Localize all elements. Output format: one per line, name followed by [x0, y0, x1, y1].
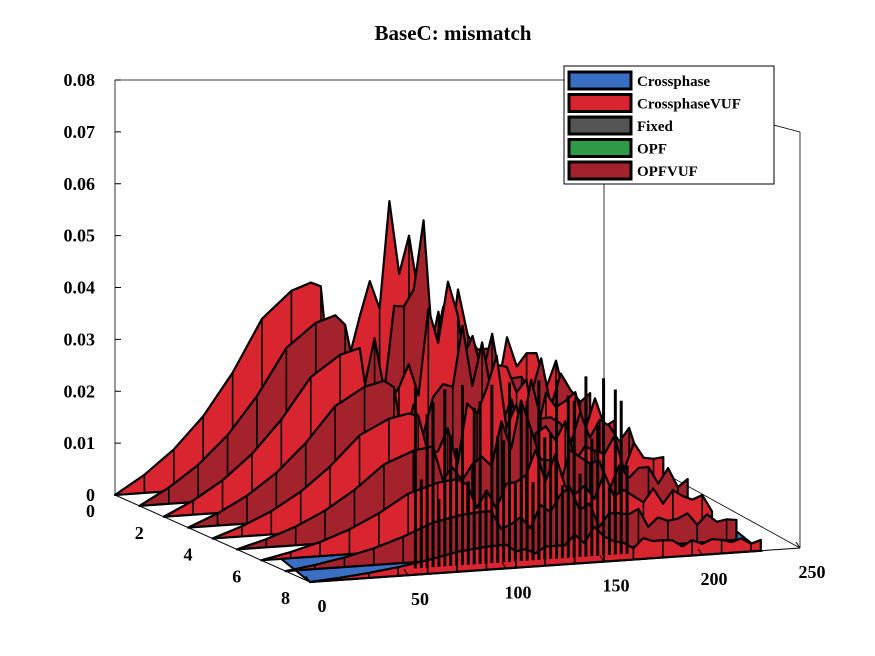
axis-lines — [114, 494, 801, 583]
legend-swatch — [567, 115, 633, 136]
x-tick-label: 0 — [86, 501, 95, 521]
x-tick-label: 2 — [135, 523, 144, 543]
legend-label: Crossphase — [637, 74, 710, 90]
y-tick-label: 100 — [505, 582, 532, 602]
y-tick-label: 250 — [799, 562, 826, 582]
legend-swatch — [567, 70, 633, 91]
z-tick-label: 0.05 — [64, 226, 96, 246]
x-tick-label: 6 — [232, 566, 241, 586]
z-tick-label: 0.03 — [64, 329, 96, 349]
y-tick-label: 150 — [603, 576, 630, 596]
legend-label: OPF — [637, 142, 667, 158]
legend-label: Fixed — [637, 119, 673, 135]
x-tick-label: 8 — [281, 588, 290, 608]
z-tick-label: 0.08 — [64, 70, 96, 90]
surface-mesh — [113, 200, 764, 584]
legend-label: CrossphaseVUF — [637, 97, 741, 113]
y-tick-mark — [599, 555, 605, 562]
y-tick-mark — [795, 541, 801, 549]
legend-swatch — [567, 160, 633, 181]
y-tick-label: 50 — [411, 589, 429, 609]
legend: Crossphase CrossphaseVUF Fixed OPF OPFVUF — [563, 65, 775, 185]
legend-swatch — [567, 93, 633, 113]
z-tick-label: 0.04 — [64, 278, 96, 298]
y-tick-mark — [403, 568, 409, 576]
z-tick-label: 0.06 — [64, 174, 96, 194]
legend-label: OPFVUF — [637, 164, 698, 180]
y-tick-mark — [501, 562, 507, 569]
chart-title: BaseC: mismatch — [375, 21, 532, 45]
z-tick-label: 0.01 — [64, 433, 96, 453]
y-tick-mark — [305, 575, 311, 583]
z-tick-label: 0.07 — [64, 122, 96, 142]
y-tick-label: 200 — [701, 569, 728, 589]
tick-marks: 0 0.01 0.02 0.03 0.04 0.05 0.06 0.07 0.08 0 2 4 6 8 0 5… — [64, 70, 826, 616]
y-tick-label: 0 — [318, 596, 327, 616]
legend-swatch — [567, 138, 633, 158]
z-tick-label: 0 — [86, 485, 95, 505]
x-tick-label: 4 — [184, 545, 193, 565]
z-tick-label: 0.02 — [64, 381, 96, 401]
y-tick-mark — [697, 548, 703, 556]
